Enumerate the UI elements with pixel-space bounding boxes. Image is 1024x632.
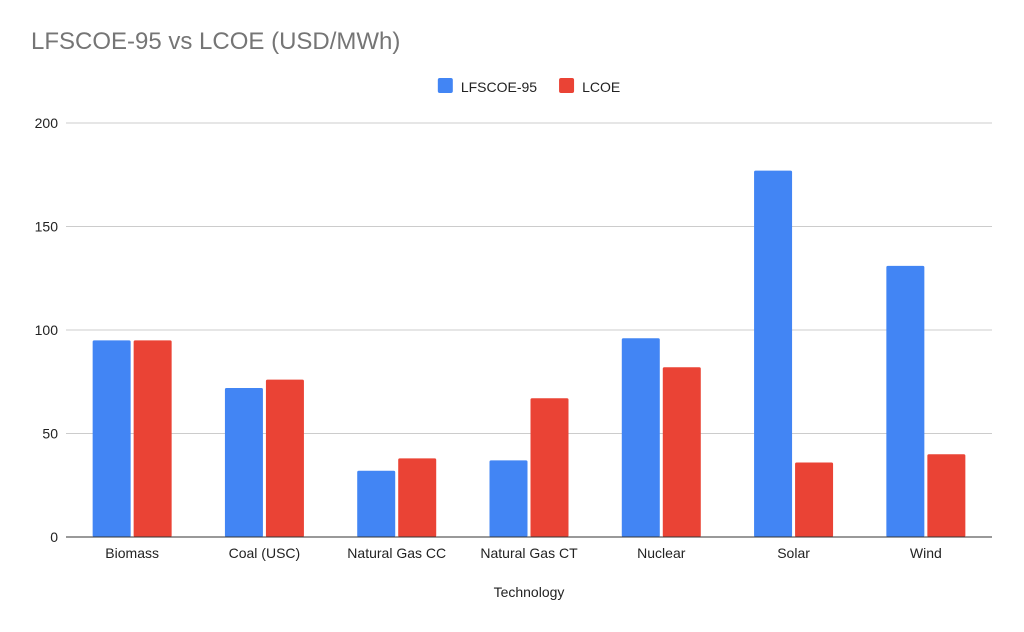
bar-lcoe <box>795 462 834 537</box>
x-tick-label: Coal (USC) <box>229 545 301 561</box>
y-tick-label: 0 <box>50 529 58 545</box>
bar-lcoe <box>662 367 701 537</box>
legend-label: LCOE <box>582 79 620 95</box>
bars <box>92 170 966 538</box>
gridlines <box>66 122 992 434</box>
bar-lfscoe-95 <box>489 460 528 537</box>
bar-lfscoe-95 <box>886 265 925 537</box>
bar-lfscoe-95 <box>357 470 396 537</box>
x-tick-label: Wind <box>910 545 942 561</box>
axes: 0 50 100 150 200 Biomass Coal (USC) Natural Gas… <box>35 115 992 561</box>
bar-lcoe <box>927 454 966 537</box>
bar-lfscoe-95 <box>224 387 263 537</box>
x-axis-title: Technology <box>494 584 565 600</box>
y-tick-label: 50 <box>42 426 58 442</box>
legend: LFSCOE-95 LCOE <box>437 78 620 95</box>
legend-swatch <box>559 78 575 93</box>
y-tick-label: 100 <box>35 322 59 338</box>
y-tick-label: 200 <box>35 115 59 131</box>
chart-title: LFSCOE-95 vs LCOE (USD/MWh) <box>31 28 401 55</box>
bar-lcoe <box>530 398 569 537</box>
x-tick-label: Solar <box>777 545 810 561</box>
legend-swatch <box>437 78 453 93</box>
bar-lcoe <box>133 340 172 537</box>
x-tick-label: Nuclear <box>637 545 686 561</box>
bar-lfscoe-95 <box>621 338 660 537</box>
x-tick-label: Natural Gas CT <box>480 545 578 561</box>
bar-lcoe <box>265 379 304 537</box>
bar-lcoe <box>398 458 437 537</box>
bar-lfscoe-95 <box>754 170 793 538</box>
x-tick-label: Natural Gas CC <box>347 545 446 561</box>
bar-lfscoe-95 <box>92 340 131 537</box>
legend-label: LFSCOE-95 <box>461 79 537 95</box>
x-tick-label: Biomass <box>105 545 159 561</box>
y-tick-label: 150 <box>35 219 59 235</box>
